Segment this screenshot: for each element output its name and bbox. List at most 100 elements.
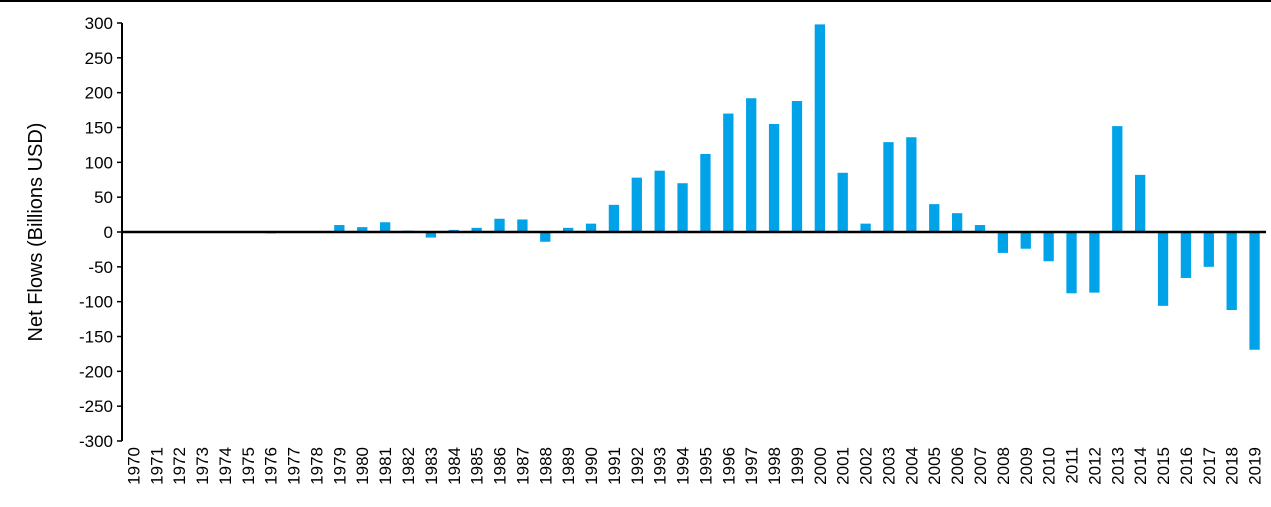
x-tick-label-1975: 1975 <box>239 447 258 485</box>
y-axis-title: Net Flows (Billions USD) <box>25 123 47 342</box>
x-tick-label-2007: 2007 <box>971 447 990 485</box>
x-tick-label-1993: 1993 <box>651 447 670 485</box>
bar-2003 <box>883 142 894 232</box>
bar-1999 <box>791 101 803 232</box>
x-tick-label-2013: 2013 <box>1108 447 1127 485</box>
bar-2000 <box>814 24 825 232</box>
x-tick-label-1985: 1985 <box>468 447 487 485</box>
x-tick-label-2001: 2001 <box>834 447 853 485</box>
bar-2005 <box>929 204 940 232</box>
x-tick-label-2017: 2017 <box>1200 447 1219 485</box>
bar-1992 <box>631 177 642 232</box>
x-tick-label-2015: 2015 <box>1154 447 1173 485</box>
x-tick-label-1998: 1998 <box>765 447 784 485</box>
x-tick-label-2016: 2016 <box>1177 447 1196 485</box>
bar-2007 <box>974 225 986 232</box>
bar-2016 <box>1180 232 1192 278</box>
bar-1986 <box>494 218 505 232</box>
x-tick-label-1971: 1971 <box>147 447 166 485</box>
x-tick-label-2000: 2000 <box>811 447 830 485</box>
x-tick-label-1992: 1992 <box>628 447 647 485</box>
x-tick-label-2019: 2019 <box>1246 447 1265 485</box>
x-tick-label-1996: 1996 <box>719 447 738 485</box>
x-tick-label-1970: 1970 <box>124 447 143 485</box>
bar-1983 <box>425 232 437 238</box>
bar-1996 <box>723 113 734 232</box>
y-tick-label: -100 <box>79 293 113 312</box>
x-tick-label-1983: 1983 <box>422 447 441 485</box>
y-tick-label: 150 <box>85 119 113 138</box>
y-tick-label: -300 <box>79 432 113 451</box>
bar-2011 <box>1066 232 1077 294</box>
bar-2015 <box>1157 232 1169 306</box>
x-tick-label-2005: 2005 <box>925 447 944 485</box>
x-tick-label-2018: 2018 <box>1223 447 1242 485</box>
bar-1994 <box>677 183 688 232</box>
x-tick-label-1990: 1990 <box>582 447 601 485</box>
x-tick-label-2004: 2004 <box>902 447 921 485</box>
bar-1981 <box>379 222 391 232</box>
x-tick-label-1995: 1995 <box>696 447 715 485</box>
bar-1988 <box>540 232 551 242</box>
y-tick-label: 0 <box>104 223 113 242</box>
y-tick-label: -50 <box>88 258 113 277</box>
x-tick-label-1984: 1984 <box>445 447 464 485</box>
y-tick-label: 100 <box>85 153 113 172</box>
bar-2014 <box>1135 174 1146 232</box>
bar-2013 <box>1112 126 1123 232</box>
x-tick-label-1997: 1997 <box>742 447 761 485</box>
x-tick-label-2008: 2008 <box>994 447 1013 485</box>
bar-1987 <box>517 219 528 232</box>
bar-2018 <box>1226 232 1237 311</box>
x-tick-label-1981: 1981 <box>376 447 395 485</box>
x-tick-label-2011: 2011 <box>1063 447 1082 484</box>
x-tick-label-1980: 1980 <box>353 447 372 485</box>
x-tick-label-2012: 2012 <box>1085 447 1104 485</box>
x-tick-label-1994: 1994 <box>674 447 693 485</box>
bar-2008 <box>997 232 1009 253</box>
bar-1979 <box>334 225 345 232</box>
bar-1997 <box>746 98 757 233</box>
bar-2009 <box>1020 232 1031 249</box>
x-tick-label-1999: 1999 <box>788 447 807 485</box>
bar-2004 <box>906 137 917 232</box>
bar-1990 <box>585 223 597 232</box>
y-tick-label: 50 <box>94 188 113 207</box>
bar-1985 <box>471 227 482 232</box>
x-tick-label-1986: 1986 <box>491 447 510 485</box>
x-tick-label-1988: 1988 <box>536 447 555 485</box>
bar-2012 <box>1089 232 1100 293</box>
bar-2017 <box>1203 232 1214 267</box>
bar-1993 <box>654 170 665 232</box>
x-axis: 1970 1971 1972 1973 1974 1975 1976 1977 1978 1979… <box>124 447 1264 485</box>
bar-2010 <box>1043 232 1054 262</box>
bar-2006 <box>951 213 963 232</box>
x-tick-label-2003: 2003 <box>879 447 898 485</box>
x-tick-label-1976: 1976 <box>262 447 281 485</box>
bar-1991 <box>608 204 620 232</box>
bar-1989 <box>563 227 574 232</box>
y-tick-label: 250 <box>85 49 113 68</box>
y-tick-label: 300 <box>85 14 113 33</box>
x-tick-label-1972: 1972 <box>170 447 189 485</box>
x-tick-label-1974: 1974 <box>216 447 235 485</box>
x-tick-label-2014: 2014 <box>1131 447 1150 485</box>
bar-2002 <box>860 223 871 232</box>
bar-2001 <box>837 172 848 232</box>
y-tick-label: 200 <box>85 84 113 103</box>
y-tick-label: -200 <box>79 362 113 381</box>
x-tick-label-2006: 2006 <box>948 447 967 485</box>
x-tick-label-2009: 2009 <box>1017 447 1036 485</box>
bar-2019 <box>1249 232 1260 350</box>
x-tick-label-2002: 2002 <box>857 447 876 485</box>
bars-group <box>265 24 1260 350</box>
x-tick-label-1991: 1991 <box>605 447 624 485</box>
x-tick-label-1989: 1989 <box>559 447 578 485</box>
y-axis: 300 250 200 150 100 50 0 -50 -100 -150 -200 -250 -30… <box>79 14 1266 451</box>
y-tick-label: -250 <box>79 397 113 416</box>
bar-1980 <box>357 227 368 232</box>
x-tick-label-1979: 1979 <box>330 447 349 485</box>
x-tick-label-2010: 2010 <box>1040 447 1059 485</box>
x-tick-label-1982: 1982 <box>399 447 418 485</box>
